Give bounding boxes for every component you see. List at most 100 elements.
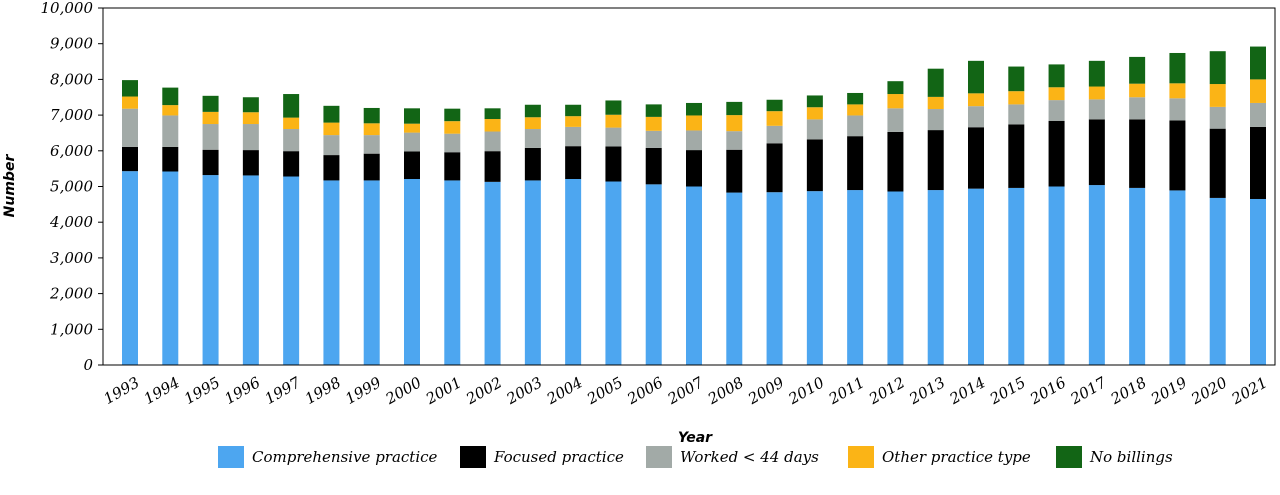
bar-2018-no-billings [1129,56,1146,84]
bar-2016-other-practice-type [1048,87,1065,101]
bar-2002-worked-44-days [484,131,501,152]
bar-1998-no-billings [323,105,340,123]
bar-2013-no-billings [927,68,944,97]
bar-2021-other-practice-type [1250,79,1266,103]
bar-1993-other-practice-type [122,96,138,109]
bar-2007-comprehensive-practice [686,186,702,365]
bar-1999-worked-44-days [363,135,380,154]
bar-1994-focused-practice [162,146,179,172]
x-tick-label: 2019 [1147,373,1190,408]
bar-2002-no-billings [484,108,501,120]
bar-2017-worked-44-days [1088,99,1105,120]
x-tick-label: 2010 [784,373,827,408]
y-axis-title: Number [2,154,18,218]
bar-1999-no-billings [363,107,380,124]
bar-2015-focused-practice [1008,124,1025,188]
bar-2020-other-practice-type [1209,84,1226,107]
bar-2012-other-practice-type [887,94,904,109]
bar-2001-no-billings [444,108,461,122]
bar-2005-comprehensive-practice [605,181,622,365]
x-tick-label: 2008 [704,373,747,408]
legend-item-focused-practice: Focused practice [460,445,624,469]
bar-2009-no-billings [766,99,783,112]
x-tick-label: 2017 [1066,373,1109,408]
bar-2006-comprehensive-practice [645,184,662,365]
bar-2017-comprehensive-practice [1088,185,1105,365]
legend-swatch [848,446,874,468]
bar-1994-no-billings [162,87,179,106]
bar-1996-worked-44-days [242,124,259,151]
bar-2006-no-billings [645,104,662,117]
legend-swatch [460,446,486,468]
bar-2006-worked-44-days [645,130,662,148]
bar-2014-no-billings [968,60,984,94]
bar-2003-no-billings [524,104,541,118]
bar-2013-worked-44-days [927,109,944,131]
bar-1995-worked-44-days [202,124,219,150]
bar-2009-focused-practice [766,143,783,193]
legend: Comprehensive practice Focused practice Wo… [0,445,1280,469]
bar-2018-focused-practice [1129,119,1146,188]
bar-2017-focused-practice [1088,119,1105,186]
y-tick-label: 3,000 [50,249,93,267]
bar-2021-worked-44-days [1250,102,1266,127]
x-tick-label: 2011 [825,373,868,408]
bar-2008-worked-44-days [726,131,743,150]
x-tick-label: 1993 [100,373,142,408]
legend-label: Other practice type [882,448,1031,466]
x-tick-label: 1998 [302,373,344,408]
x-tick-label: 2006 [623,373,666,408]
bar-2008-comprehensive-practice [726,192,743,365]
bar-1995-no-billings [202,95,219,112]
bar-2021-no-billings [1250,46,1266,80]
bar-1999-other-practice-type [363,123,380,136]
bar-2010-comprehensive-practice [806,191,823,365]
bar-2007-worked-44-days [686,130,702,151]
bar-2018-comprehensive-practice [1129,187,1146,365]
legend-swatch [1056,446,1082,468]
bar-1993-worked-44-days [122,108,138,147]
bar-2016-no-billings [1048,64,1065,88]
bar-2017-other-practice-type [1088,86,1105,100]
x-tick-label: 2018 [1107,373,1150,408]
bar-2001-focused-practice [444,152,461,181]
x-tick-label: 1997 [262,373,304,408]
x-tick-label: 2012 [865,373,908,408]
bar-2002-comprehensive-practice [484,181,501,365]
bar-2012-no-billings [887,81,904,95]
x-tick-label: 2016 [1026,373,1069,408]
y-tick-label: 0 [83,356,93,374]
bar-2020-worked-44-days [1209,106,1226,129]
bar-2019-worked-44-days [1169,98,1186,121]
bar-2016-focused-practice [1048,120,1065,187]
bar-2006-other-practice-type [645,116,662,131]
legend-label: No billings [1090,448,1173,466]
bar-2004-other-practice-type [565,116,582,127]
bar-2000-other-practice-type [404,123,420,133]
legend-swatch [646,446,672,468]
bar-2000-focused-practice [404,151,420,179]
bar-1999-focused-practice [363,153,380,181]
bar-2015-other-practice-type [1008,91,1025,105]
bar-2002-focused-practice [484,151,501,182]
bar-2000-no-billings [404,108,420,124]
bar-2012-worked-44-days [887,108,904,132]
bar-2008-no-billings [726,101,743,116]
bar-2011-other-practice-type [847,104,864,116]
bar-2011-comprehensive-practice [847,190,864,365]
x-tick-label: 2015 [986,373,1029,408]
y-tick-label: 1,000 [50,320,93,338]
bar-1995-other-practice-type [202,111,219,125]
y-tick-label: 8,000 [50,70,93,88]
bar-2000-comprehensive-practice [404,179,420,365]
bar-2000-worked-44-days [404,132,420,152]
y-tick-label: 4,000 [49,213,93,231]
bar-1994-worked-44-days [162,115,179,147]
bar-2013-comprehensive-practice [927,190,944,365]
bar-2013-focused-practice [927,130,944,191]
bar-1997-no-billings [283,94,300,118]
x-axis-title: Year [678,430,713,446]
y-tick-label: 6,000 [50,142,93,160]
bar-2012-comprehensive-practice [887,191,904,365]
bar-2003-other-practice-type [524,117,541,130]
